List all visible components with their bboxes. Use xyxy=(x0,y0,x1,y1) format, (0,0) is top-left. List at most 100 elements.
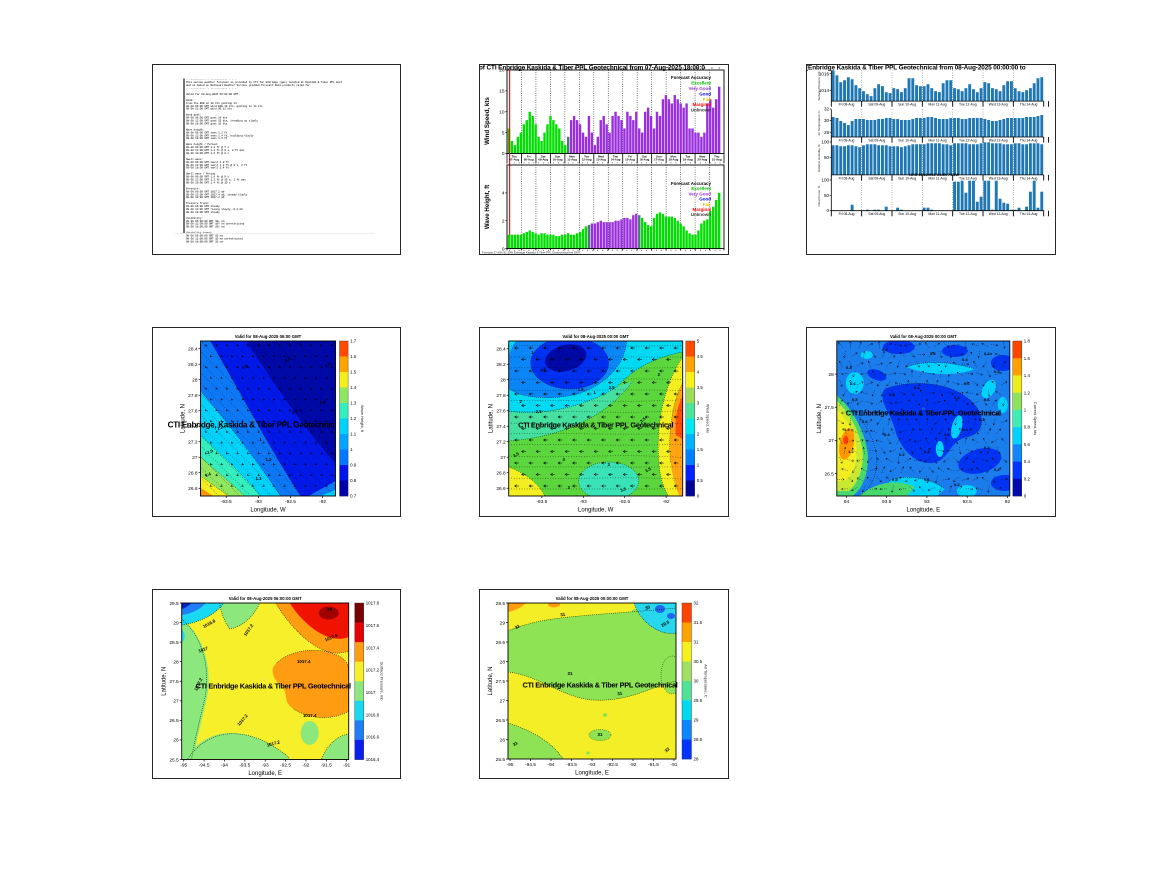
svg-text:1017.4: 1017.4 xyxy=(297,659,311,664)
svg-text:50: 50 xyxy=(824,193,830,198)
svg-text:1016.8: 1016.8 xyxy=(202,618,217,629)
svg-text:Mon: Mon xyxy=(670,155,676,159)
svg-text:1.6: 1.6 xyxy=(1024,356,1031,361)
svg-text:-92.5: -92.5 xyxy=(280,763,291,769)
svg-text:28: 28 xyxy=(824,130,830,135)
svg-text:08-08 06:00 GMT 1017.2 mb: 08-08 06:00 GMT 1017.2 mb xyxy=(186,189,225,193)
svg-text:0.5: 0.5 xyxy=(324,361,332,369)
svg-text:1017.2: 1017.2 xyxy=(266,739,281,747)
svg-text:-94.5: -94.5 xyxy=(199,763,210,769)
svg-text:Latitude, N: Latitude, N xyxy=(181,404,187,433)
svg-text:4.5: 4.5 xyxy=(697,354,704,359)
svg-text:08-08 12:00 GMT seas 1.4 ft, b: 08-08 12:00 GMT seas 1.4 ft, building sl… xyxy=(186,133,254,137)
svg-text:08-08 06:00 GMT 1.0 ft @ 9 s: 08-08 06:00 GMT 1.0 ft @ 9 s xyxy=(186,175,229,179)
svg-text:26: 26 xyxy=(500,737,506,743)
svg-text:0: 0 xyxy=(1024,494,1027,499)
svg-text:Visibility trend:: Visibility trend: xyxy=(186,231,212,235)
svg-text:Wed: Wed xyxy=(598,155,604,159)
svg-text:27: 27 xyxy=(173,699,179,705)
svg-text:Pressure trend:: Pressure trend: xyxy=(186,201,209,205)
svg-text:0.8: 0.8 xyxy=(852,397,858,402)
svg-text:0.9: 0.9 xyxy=(350,463,357,468)
svg-text:Surface Pressure, mb: Surface Pressure, mb xyxy=(817,71,821,100)
svg-text:CTI Enbridge Kaskida & Tiber: CTI Enbridge Kaskida & Tiber PPL Geotech… xyxy=(522,681,677,690)
svg-text:1.2: 1.2 xyxy=(848,449,854,454)
svg-text:Tue: Tue xyxy=(685,155,690,159)
svg-text:Sat: Sat xyxy=(541,155,546,159)
svg-text:Tue 12-Aug: Tue 12-Aug xyxy=(959,139,977,143)
svg-text:Latitude, N: Latitude, N xyxy=(817,404,823,433)
svg-text:29.5: 29.5 xyxy=(169,601,179,607)
svg-text:0.7: 0.7 xyxy=(350,494,357,499)
svg-text:0.2: 0.2 xyxy=(994,467,1000,472)
svg-text:32: 32 xyxy=(694,601,699,606)
svg-text:08-08 06:00 GMT gust 14 kts: 08-08 06:00 GMT gust 14 kts xyxy=(186,116,228,120)
svg-text:29: 29 xyxy=(694,718,699,723)
svg-text:-92: -92 xyxy=(302,763,309,769)
svg-text:0.6: 0.6 xyxy=(964,381,970,386)
svg-text:0.4: 0.4 xyxy=(954,395,960,400)
svg-text:☆: ☆ xyxy=(921,406,926,411)
svg-text:Current Speed, kts: Current Speed, kts xyxy=(1033,402,1038,435)
svg-text:Surface Pressure, mb: Surface Pressure, mb xyxy=(380,662,385,701)
svg-text:0.8: 0.8 xyxy=(1024,425,1031,430)
svg-text:Wed 13-Aug: Wed 13-Aug xyxy=(989,139,1008,143)
svg-text:28: 28 xyxy=(192,378,198,384)
svg-text:92: 92 xyxy=(1005,499,1011,505)
svg-text:3.5: 3.5 xyxy=(697,385,704,390)
svg-text:-95: -95 xyxy=(507,762,514,768)
svg-text:93.5: 93.5 xyxy=(882,499,892,505)
svg-text:-93.5: -93.5 xyxy=(536,499,547,505)
svg-text:Mon 11-Aug: Mon 11-Aug xyxy=(928,212,946,216)
svg-text:2: 2 xyxy=(520,399,523,404)
svg-text:CTI Enbridge, Kaskida & Tiber: CTI Enbridge, Kaskida & Tiber PPL Geotec… xyxy=(168,421,336,430)
svg-text:08-08 12:00:00 GMT 10+ nm unre: 08-08 12:00:00 GMT 10+ nm unrestricted xyxy=(186,222,245,226)
svg-text:-94: -94 xyxy=(221,763,228,769)
svg-text:-91: -91 xyxy=(671,762,678,768)
svg-text:08-08 18:00 GMT steady: 08-08 18:00 GMT steady xyxy=(186,210,220,214)
svg-text:-91.5: -91.5 xyxy=(648,762,659,768)
svg-text:Wave Height, ft: Wave Height, ft xyxy=(360,405,365,433)
svg-text:Fri 08-Aug: Fri 08-Aug xyxy=(839,139,855,143)
svg-text:Marginal: Marginal xyxy=(692,207,711,212)
svg-text:08-08 06:00 GMT swell 1.0 ft: 08-08 06:00 GMT swell 1.0 ft xyxy=(186,160,229,164)
svg-text:2.5: 2.5 xyxy=(536,409,542,414)
svg-text:08-08 12:00:00 GMT 10 nm unres: 08-08 12:00:00 GMT 10 nm unrestricted xyxy=(186,237,243,241)
svg-text:25.5: 25.5 xyxy=(169,757,179,763)
svg-text:Thu: Thu xyxy=(613,155,619,159)
svg-text:27.6: 27.6 xyxy=(496,409,506,415)
svg-text:-93: -93 xyxy=(589,762,596,768)
svg-text:CTI Enbridge Kaskida & Tiber: CTI Enbridge Kaskida & Tiber PPL Geotech… xyxy=(518,421,673,430)
svg-text:0.5: 0.5 xyxy=(994,369,1000,374)
svg-text:CTI Enbridge Kaskida & Tiber: CTI Enbridge Kaskida & Tiber PPL Geotech… xyxy=(846,409,1001,418)
svg-text:Mon 11-Aug: Mon 11-Aug xyxy=(928,176,946,180)
svg-text:31: 31 xyxy=(560,612,566,618)
svg-text:0.4: 0.4 xyxy=(1024,459,1031,464)
svg-text:This marine weather forecast i: This marine weather forecast is provided… xyxy=(186,80,343,84)
svg-text:-94: -94 xyxy=(548,762,555,768)
svg-text:0: 0 xyxy=(697,494,700,499)
svg-text:Excellent: Excellent xyxy=(691,81,711,86)
svg-text:27: 27 xyxy=(192,455,198,461)
svg-text:Fair: Fair xyxy=(703,202,712,207)
svg-text:1016.8: 1016.8 xyxy=(366,712,380,717)
svg-text:2: 2 xyxy=(697,432,700,437)
svg-text:Thu 14-Aug: Thu 14-Aug xyxy=(1020,176,1038,180)
svg-text:1.4: 1.4 xyxy=(204,471,212,478)
svg-text:30: 30 xyxy=(644,604,651,611)
svg-text:- ----------- - --------: - ----------- - ----------- - - - xyxy=(186,78,237,81)
svg-text:14-Aug: 14-Aug xyxy=(611,158,621,162)
svg-text:0.6: 0.6 xyxy=(850,381,856,386)
svg-text:0.4: 0.4 xyxy=(944,432,950,437)
svg-text:and is based on National Weath: and is based on National Weather Service… xyxy=(186,83,310,87)
svg-text:0.4: 0.4 xyxy=(846,365,852,370)
svg-text:1.2: 1.2 xyxy=(216,424,224,431)
svg-text:1.9: 1.9 xyxy=(206,448,214,455)
svg-text:Wave height:: Wave height: xyxy=(186,127,204,131)
svg-text:28.2: 28.2 xyxy=(496,362,506,368)
svg-text:Thu 14-Aug: Thu 14-Aug xyxy=(1020,212,1038,216)
svg-text:93: 93 xyxy=(924,499,930,505)
svg-text:27.4: 27.4 xyxy=(188,424,198,430)
svg-text:1: 1 xyxy=(594,390,597,395)
svg-text:12-Aug: 12-Aug xyxy=(582,158,592,162)
